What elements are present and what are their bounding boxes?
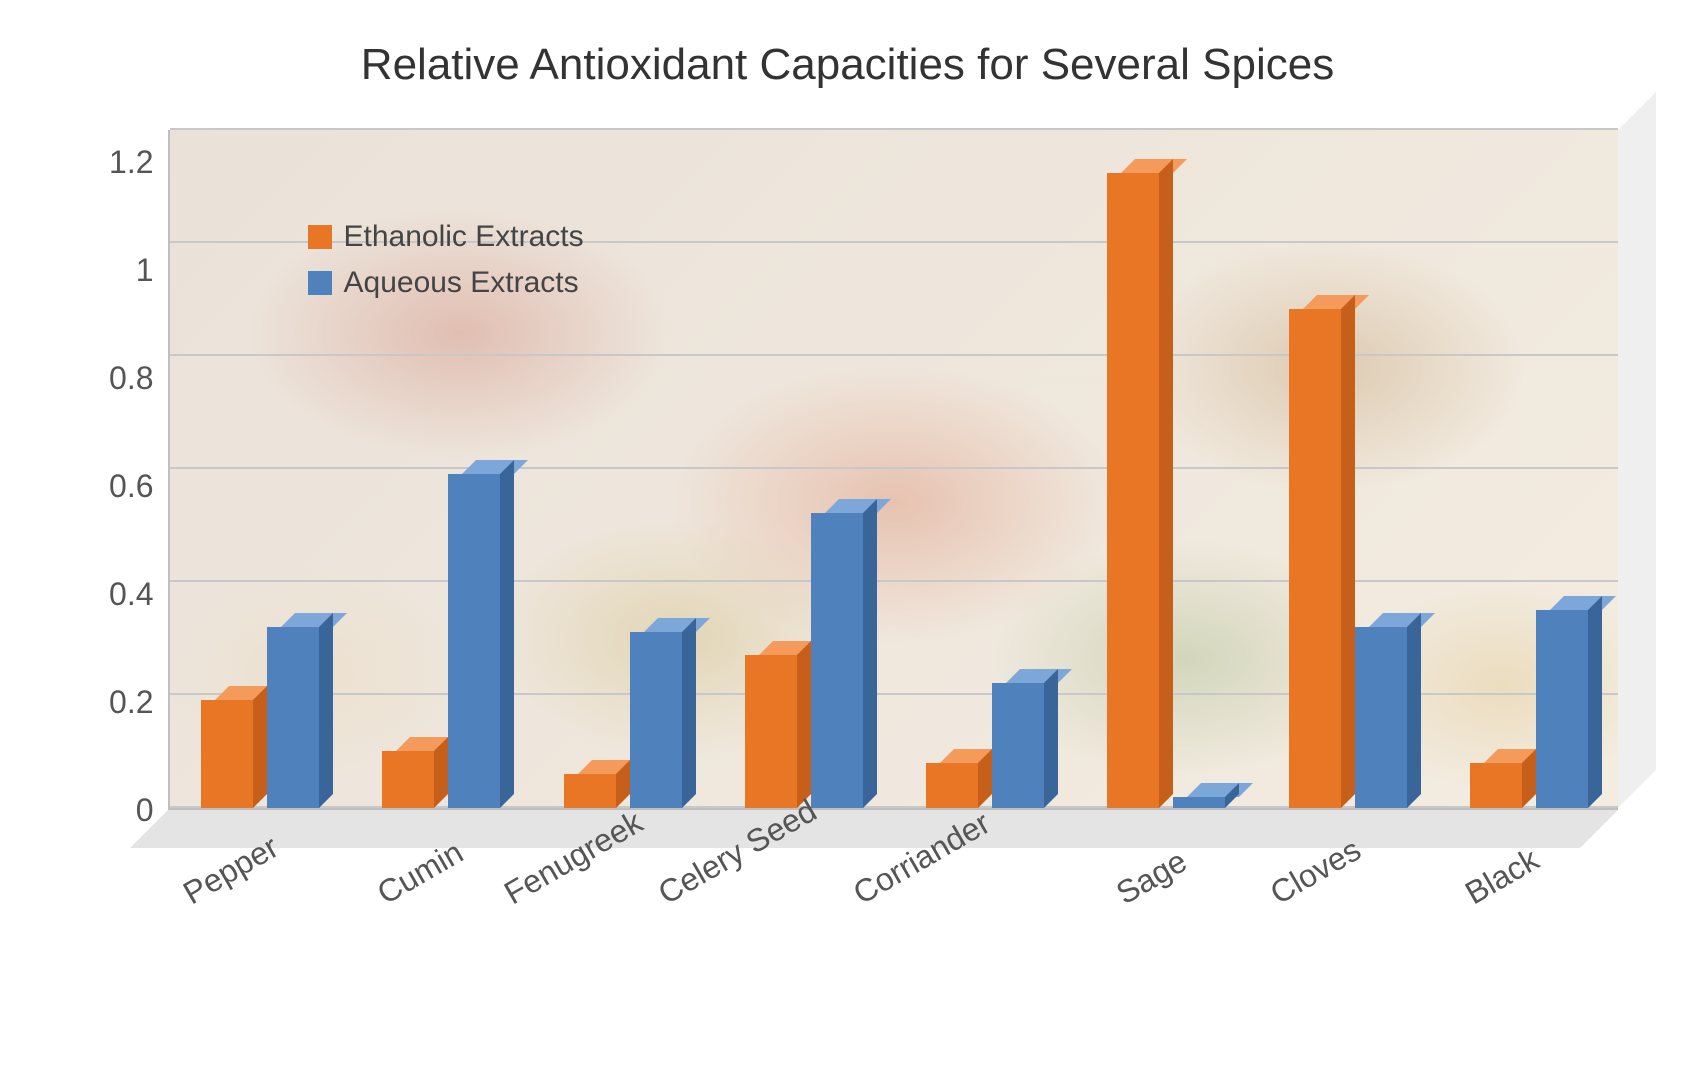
bar	[382, 751, 434, 808]
x-tick-label: Cloves	[1264, 831, 1367, 912]
legend-swatch-icon	[308, 271, 332, 295]
chart-title: Relative Antioxidant Capacities for Seve…	[361, 40, 1334, 90]
bar	[811, 513, 863, 808]
legend-item-ethanolic: Ethanolic Extracts	[308, 220, 584, 254]
bar	[1355, 627, 1407, 808]
y-tick-label: 0.2	[78, 686, 168, 718]
y-tick-label: 0	[78, 794, 168, 826]
bar	[926, 763, 978, 808]
bar	[1289, 309, 1341, 808]
x-tick-label: Pepper	[177, 828, 285, 912]
bar	[1470, 763, 1522, 808]
y-axis: 1.210.80.60.40.20	[78, 130, 168, 810]
y-tick-label: 1.2	[78, 146, 168, 178]
bar	[745, 655, 797, 808]
legend: Ethanolic Extracts Aqueous Extracts	[308, 220, 584, 312]
bar	[1107, 173, 1159, 808]
plot-wall-right	[1618, 92, 1656, 808]
legend-swatch-icon	[308, 225, 332, 249]
bar	[201, 700, 253, 808]
legend-label: Ethanolic Extracts	[344, 220, 584, 254]
bar	[564, 774, 616, 808]
x-axis: PepperCuminFenugreekCelery SeedCorriande…	[168, 830, 1618, 1030]
plot-area: Ethanolic Extracts Aqueous Extracts	[168, 130, 1618, 810]
y-tick-label: 0.4	[78, 578, 168, 610]
bar	[630, 632, 682, 808]
x-tick-label: Cumin	[371, 834, 470, 912]
bar	[448, 474, 500, 808]
y-tick-label: 1	[78, 254, 168, 286]
legend-label: Aqueous Extracts	[344, 266, 579, 300]
y-tick-label: 0.6	[78, 470, 168, 502]
chart-body: 1.2 1 0.8 0.6 0.4 0.2 0 Ethanolic Extracts Aqu…	[78, 130, 1618, 890]
y-tick-label: 0.8	[78, 362, 168, 394]
bar	[1173, 797, 1225, 808]
x-tick-label: Sage	[1110, 843, 1193, 912]
bar	[1536, 610, 1588, 808]
bar	[267, 627, 319, 808]
legend-item-aqueous: Aqueous Extracts	[308, 266, 584, 300]
chart-container: Relative Antioxidant Capacities for Seve…	[20, 20, 1675, 890]
x-tick-label: Black	[1459, 841, 1545, 912]
bar	[992, 683, 1044, 808]
